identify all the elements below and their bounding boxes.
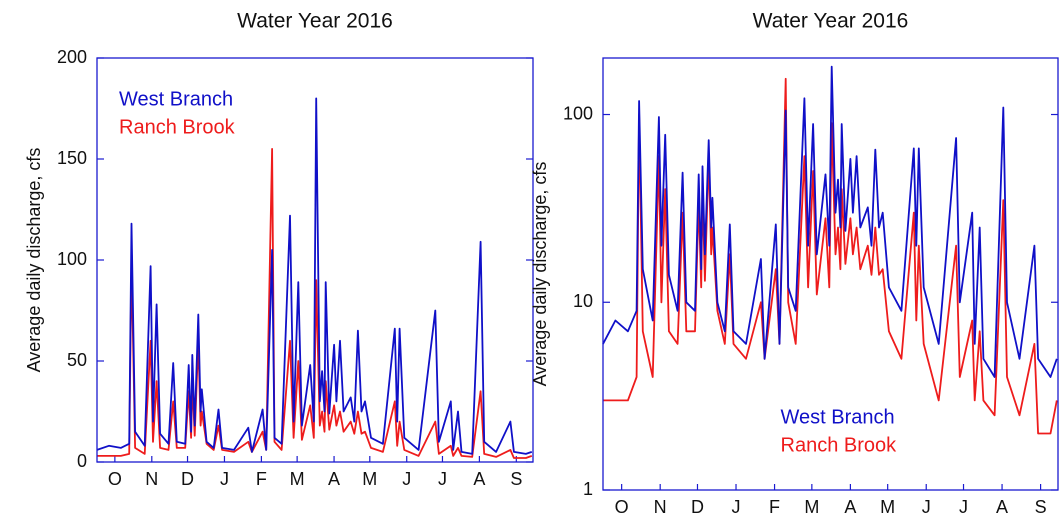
y-tick-label: 0 [77,451,87,471]
x-tick-label: M [290,469,305,489]
y-tick-label: 1 [583,479,593,499]
x-tick-label: J [402,469,411,489]
x-tick-label: S [1035,497,1047,517]
x-tick-label: F [256,469,267,489]
x-tick-label: A [996,497,1008,517]
legend-entry: Ranch Brook [781,434,898,456]
legend-entry: Ranch Brook [119,116,236,138]
series-line [602,65,1058,378]
y-tick-label: 200 [57,47,87,67]
x-tick-label: A [473,469,485,489]
x-tick-label: O [615,497,629,517]
x-tick-label: J [220,469,229,489]
x-tick-label: A [844,497,856,517]
x-tick-label: N [145,469,158,489]
y-tick-label: 10 [573,291,593,311]
x-tick-label: M [880,497,895,517]
y-tick-label: 150 [57,148,87,168]
chart-title: Water Year 2016 [753,10,909,33]
x-tick-label: M [362,469,377,489]
y-tick-label: 100 [57,249,87,269]
x-tick-label: D [181,469,194,489]
chart-title: Water Year 2016 [237,10,393,33]
x-tick-label: J [959,497,968,517]
x-tick-label: J [922,497,931,517]
series-line [96,97,533,455]
x-tick-label: N [654,497,667,517]
plot-frame [96,57,534,463]
x-tick-label: M [804,497,819,517]
x-tick-label: J [732,497,741,517]
x-tick-label: A [328,469,340,489]
y-axis-label: Average daily discharge, cfs [530,162,550,387]
x-tick-label: S [510,469,522,489]
legend-entry: West Branch [119,88,233,110]
plot-frame [602,57,1059,491]
series-line [97,148,533,459]
y-axis-label: Average daily discharge, cfs [24,148,44,373]
x-tick-label: O [108,469,122,489]
x-tick-label: J [438,469,447,489]
y-tick-label: 50 [67,350,87,370]
y-tick-label: 100 [563,103,593,123]
x-tick-label: D [691,497,704,517]
legend-entry: West Branch [781,406,895,428]
x-tick-label: F [769,497,780,517]
series-line [603,77,1058,435]
